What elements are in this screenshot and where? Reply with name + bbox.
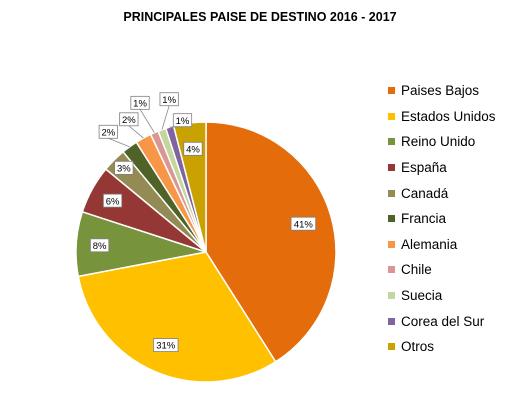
data-label-francia: 2% <box>98 124 118 139</box>
data-label-chile: 1% <box>130 95 150 110</box>
legend-item-chile: Chile <box>388 257 518 283</box>
data-label-box <box>90 238 110 253</box>
legend: Paises Bajos Estados Unidos Reino Unido Esp… <box>388 78 518 360</box>
legend-swatch <box>388 292 395 300</box>
legend-item-espana: España <box>388 155 518 181</box>
data-label-box <box>183 141 203 156</box>
legend-label: Suecia <box>401 288 443 304</box>
legend-label: Chile <box>401 262 432 278</box>
data-label-box <box>98 124 118 139</box>
legend-swatch <box>388 138 395 146</box>
chart-title: PRINCIPALES PAISE DE DESTINO 2016 - 2017 <box>123 10 397 24</box>
legend-item-alemania: Alemania <box>388 232 518 258</box>
data-label-box <box>130 95 150 110</box>
leader-line-francia <box>108 137 130 148</box>
leader-line-suecia <box>161 105 170 130</box>
legend-swatch <box>388 164 395 172</box>
data-label-canada: 3% <box>114 160 134 175</box>
data-label-text: 1% <box>133 98 147 109</box>
data-label-box <box>102 193 123 208</box>
legend-label: Corea del Sur <box>401 313 485 329</box>
legend-item-suecia: Suecia <box>388 283 518 309</box>
data-label-text: 31% <box>156 341 176 352</box>
legend-item-paises-bajos: Paises Bajos <box>388 78 518 104</box>
legend-swatch <box>388 215 395 223</box>
data-label-estados-unidos: 31% <box>153 338 179 352</box>
legend-swatch <box>388 343 395 351</box>
data-label-text: 2% <box>122 115 136 126</box>
legend-swatch <box>388 317 395 325</box>
legend-item-francia: Francia <box>388 206 518 232</box>
leader-line-chile <box>139 109 155 133</box>
data-label-text: 4% <box>186 144 200 155</box>
legend-label: Estados Unidos <box>401 108 496 124</box>
legend-label: Reino Unido <box>401 134 476 150</box>
data-label-text: 6% <box>106 196 120 207</box>
data-label-corea-del-sur: 1% <box>172 113 193 128</box>
data-label-text: 2% <box>101 127 115 138</box>
legend-swatch <box>388 87 395 95</box>
legend-swatch <box>388 112 395 120</box>
data-label-box <box>153 338 179 352</box>
data-label-paises-bajos: 41% <box>290 216 317 231</box>
legend-item-estados-unidos: Estados Unidos <box>388 104 518 130</box>
data-label-suecia: 1% <box>159 92 179 107</box>
legend-item-corea-del-sur: Corea del Sur <box>388 308 518 334</box>
data-label-reino-unido: 8% <box>90 238 110 253</box>
legend-label: Canadá <box>401 185 449 201</box>
legend-swatch <box>388 189 395 197</box>
data-label-text: 41% <box>294 219 314 230</box>
data-label-box <box>159 92 179 107</box>
data-label-espana: 6% <box>102 193 123 208</box>
legend-swatch <box>388 266 395 274</box>
data-label-text: 1% <box>162 95 176 106</box>
data-label-text: 3% <box>117 163 131 174</box>
data-label-box <box>290 216 317 231</box>
legend-item-otros: Otros <box>388 334 518 360</box>
pie-slice-estados-unidos <box>77 251 277 383</box>
data-label-alemania: 2% <box>119 112 139 127</box>
data-label-box <box>172 113 193 128</box>
data-label-text: 8% <box>93 241 107 252</box>
legend-swatch <box>388 240 395 248</box>
legend-label: Paises Bajos <box>401 83 480 99</box>
data-label-box <box>114 160 134 175</box>
legend-label: Otros <box>401 339 435 355</box>
legend-label: España <box>401 160 447 176</box>
legend-label: Francia <box>401 211 447 227</box>
leader-line-alemania <box>128 125 144 139</box>
data-label-otros: 4% <box>183 141 203 156</box>
data-label-box <box>119 112 139 127</box>
legend-label: Alemania <box>401 236 458 252</box>
legend-item-reino-unido: Reino Unido <box>388 129 518 155</box>
data-label-text: 1% <box>176 116 190 127</box>
legend-item-canada: Canadá <box>388 180 518 206</box>
